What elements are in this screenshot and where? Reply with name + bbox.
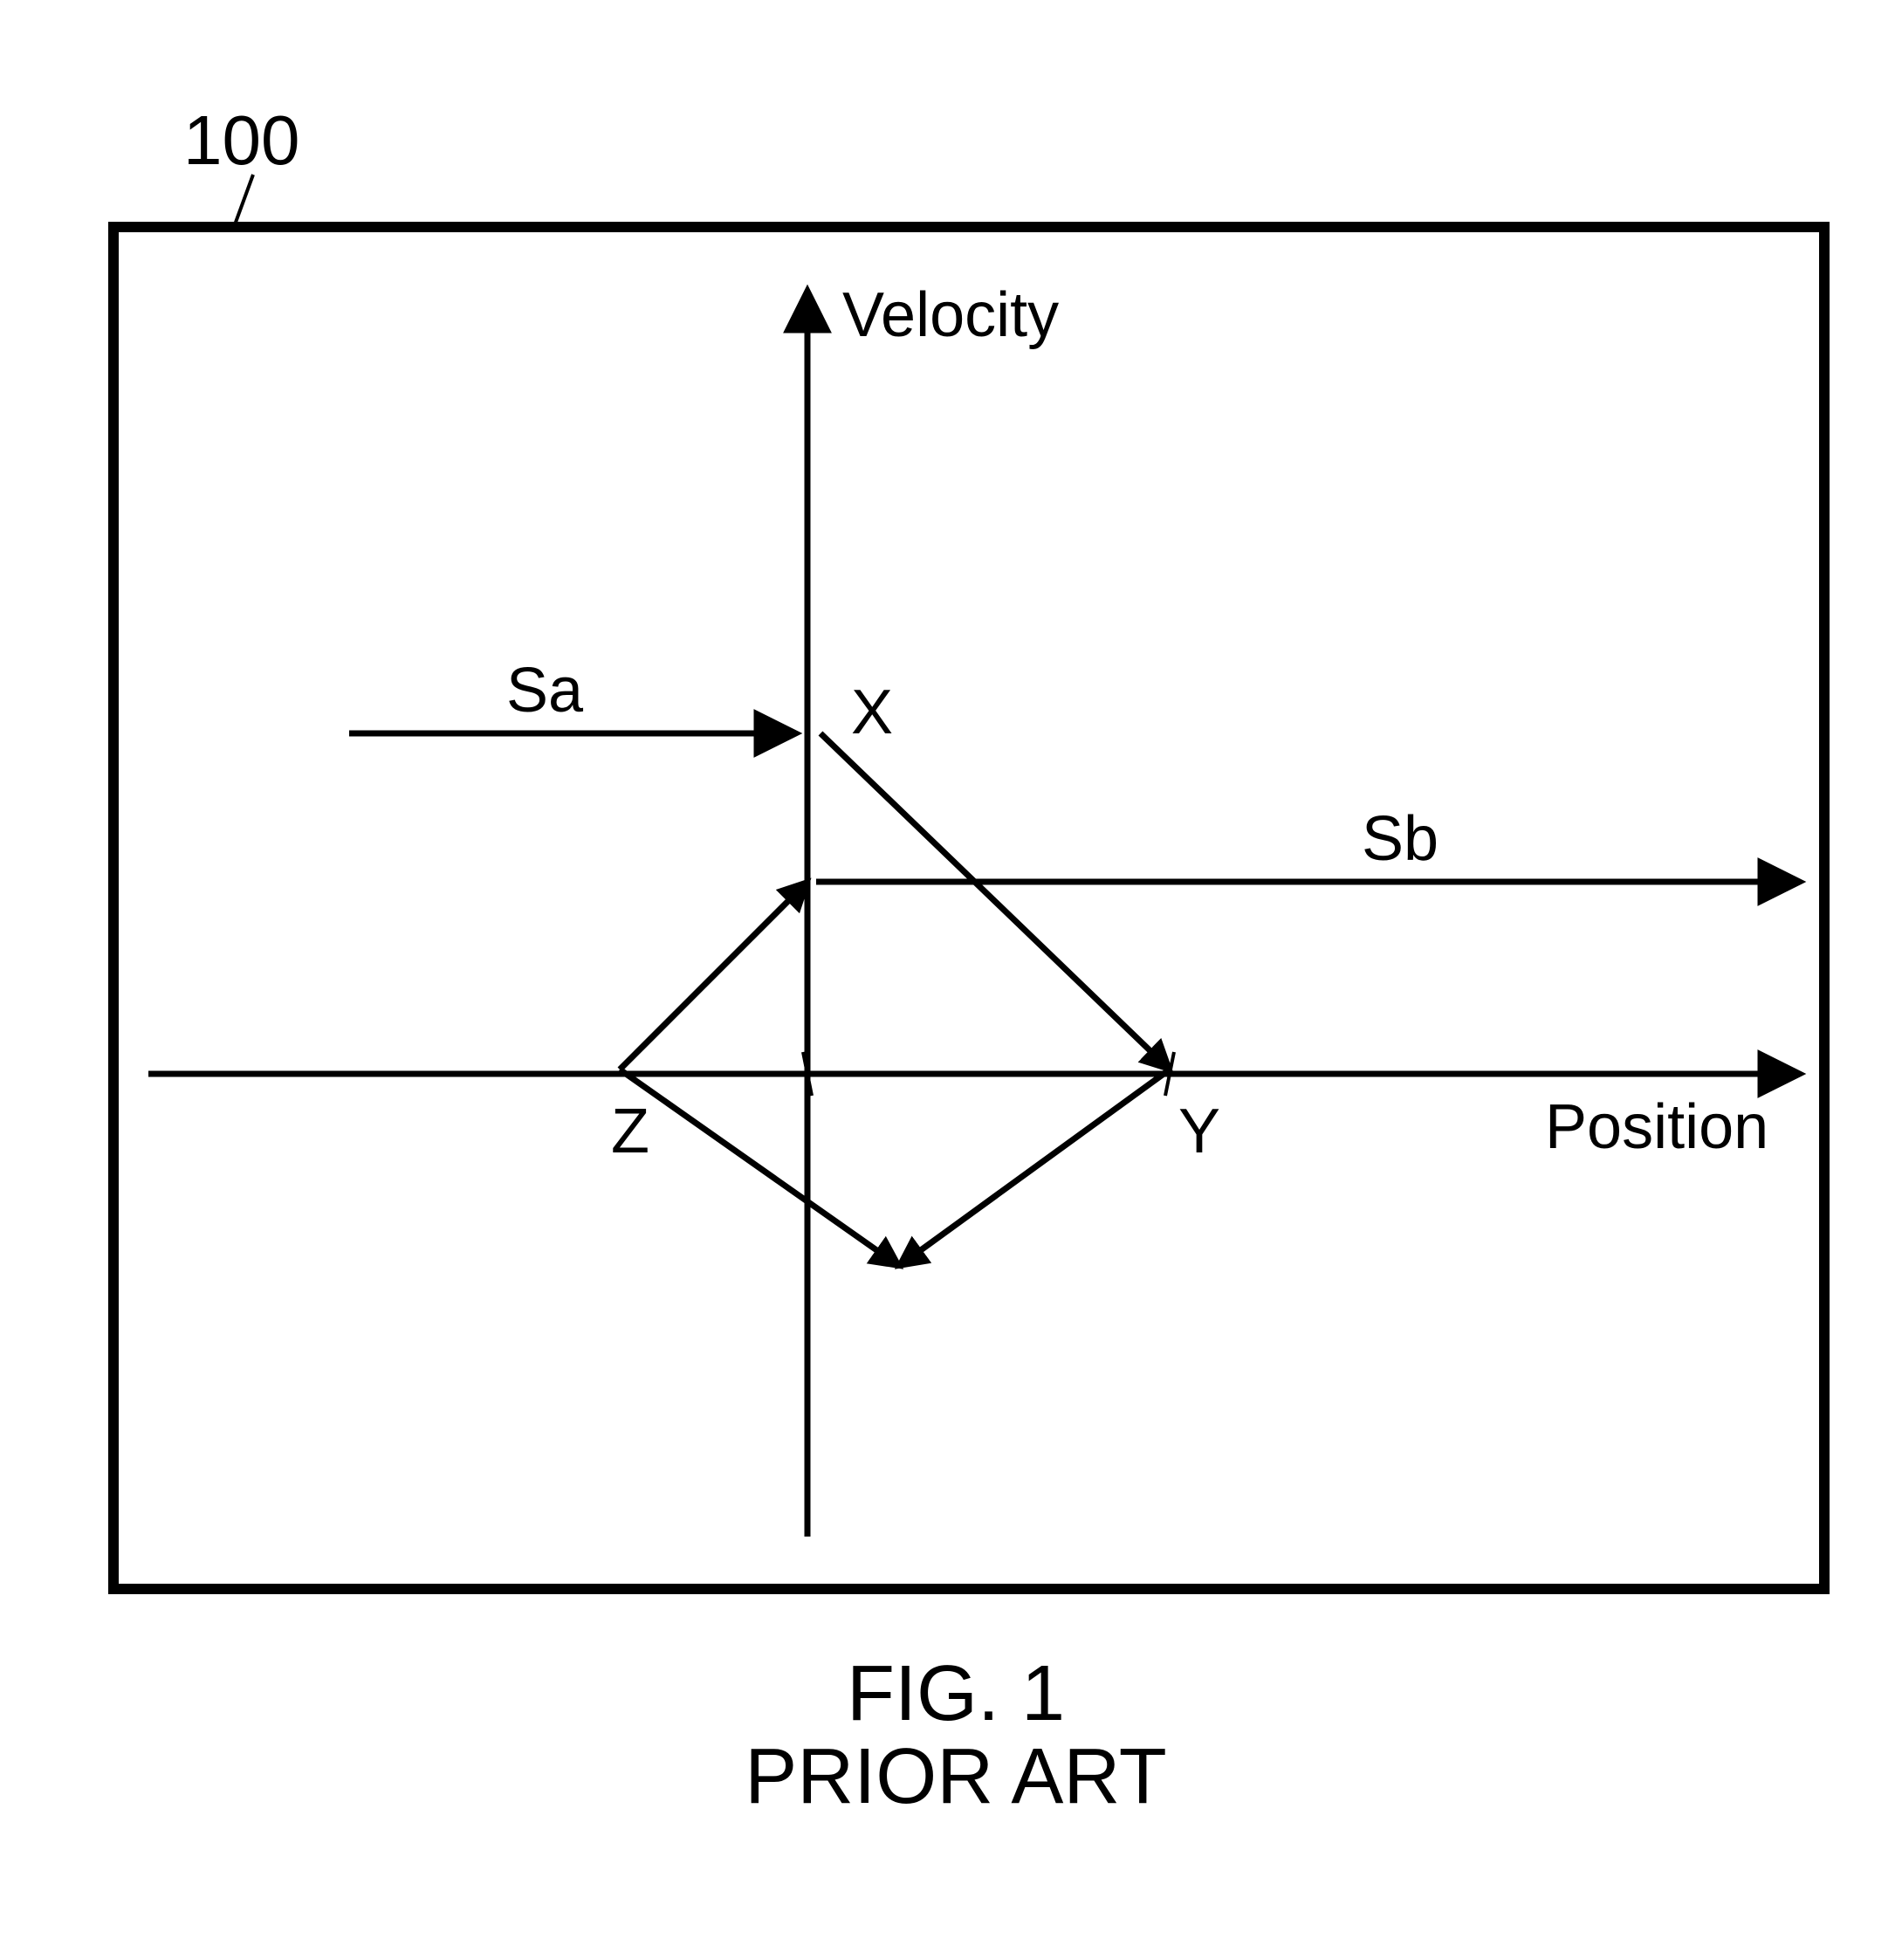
figure-frame <box>113 227 1824 1589</box>
figure-id-tick <box>234 175 253 227</box>
label-sa: Sa <box>506 656 584 726</box>
point-label-x: X <box>851 677 893 747</box>
x-axis-label: Position <box>1545 1092 1768 1162</box>
figure-svg: 100 Velocity Position Sa Sb X Y Z FIG. 1PRIOR AR… <box>0 0 1902 1960</box>
page: 100 Velocity Position Sa Sb X Y Z FIG. 1PRIOR AR… <box>0 0 1902 1960</box>
caption-line-2: PRIOR ART <box>745 1733 1166 1820</box>
figure-id-label: 100 <box>183 101 299 179</box>
y-axis-label: Velocity <box>842 280 1059 350</box>
point-label-z: Z <box>611 1097 649 1166</box>
label-sb: Sb <box>1362 804 1439 874</box>
caption-line-1: FIG. 1 <box>847 1650 1065 1737</box>
point-label-y: Y <box>1178 1097 1220 1166</box>
